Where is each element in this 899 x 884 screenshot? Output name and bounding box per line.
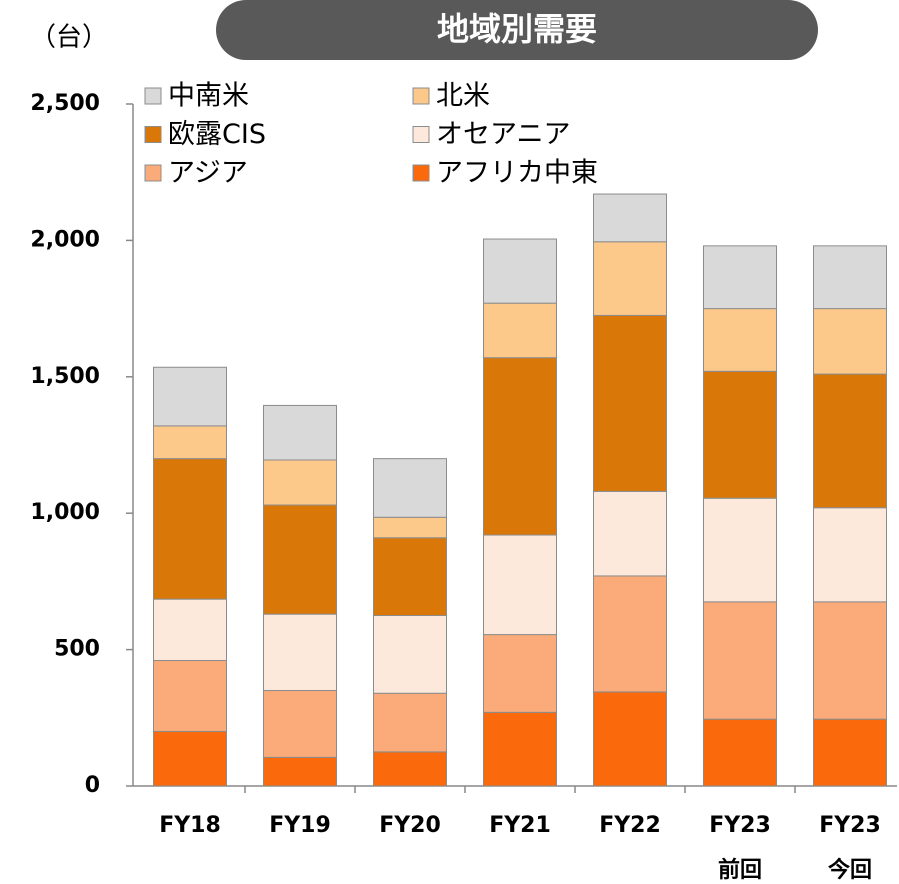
chart-title: 地域別需要 <box>437 10 597 48</box>
bar-segment <box>593 691 667 787</box>
bar-segment <box>373 516 447 539</box>
bar-segment <box>373 615 447 694</box>
bar-segment <box>263 459 337 506</box>
bar-segment <box>263 613 337 692</box>
bar-segment <box>703 308 777 372</box>
bar-segment <box>153 598 227 662</box>
bar-segment <box>593 241 667 316</box>
y-tick-label: 1,000 <box>30 500 100 525</box>
bar-segment <box>813 601 887 720</box>
bar-segment <box>813 507 887 603</box>
bar-segment <box>153 660 227 732</box>
legend-swatch <box>144 87 162 105</box>
bar-segment <box>703 601 777 720</box>
legend-swatch <box>412 87 430 105</box>
bar-segment <box>703 497 777 603</box>
y-tick-label: 2,500 <box>30 91 100 116</box>
bar-segment <box>483 302 557 359</box>
bar-segment <box>153 458 227 600</box>
bar-segment <box>483 238 557 304</box>
y-axis-unit: （台） <box>30 23 108 53</box>
legend-label: アフリカ中東 <box>436 158 598 189</box>
bar-segment <box>373 537 447 617</box>
bar-segment <box>813 308 887 375</box>
y-tick-label: 0 <box>85 773 100 798</box>
x-tick-label: FY22 <box>599 813 661 838</box>
bar-segment <box>593 314 667 492</box>
x-tick-label: FY20 <box>379 813 441 838</box>
bar-segment <box>813 245 887 310</box>
legend-label: 中南米 <box>168 81 249 112</box>
bar-segment <box>263 756 337 787</box>
bar-segment <box>703 718 777 787</box>
bar-segment <box>593 575 667 693</box>
x-tick-label: FY23 今回 <box>819 813 881 883</box>
legend-label: 欧露CIS <box>168 119 266 150</box>
x-tick-label: FY19 <box>269 813 331 838</box>
bar-segment <box>813 373 887 509</box>
legend-label: アジア <box>168 158 248 189</box>
legend-swatch <box>144 164 162 182</box>
bar-segment <box>703 245 777 310</box>
bar-segment <box>153 425 227 460</box>
bar-segment <box>813 718 887 787</box>
legend-label: オセアニア <box>436 119 570 150</box>
y-tick-label: 1,500 <box>30 364 100 389</box>
bar-segment <box>263 504 337 615</box>
bar-segment <box>593 193 667 243</box>
legend-label: 北米 <box>436 81 490 112</box>
bar-segment <box>153 366 227 427</box>
bar-segment <box>373 751 447 787</box>
legend-swatch <box>144 126 162 143</box>
y-tick-label: 500 <box>54 637 100 662</box>
x-tick-label: FY21 <box>489 813 551 838</box>
bar-segment <box>483 634 557 713</box>
bar-segment <box>373 692 447 753</box>
bar-segment <box>593 490 667 577</box>
bar-segment <box>153 730 227 787</box>
bar-segment <box>373 458 447 518</box>
legend-swatch <box>412 164 430 182</box>
bar-segment <box>263 690 337 758</box>
bar-segment <box>703 370 777 499</box>
title-pill <box>216 0 818 60</box>
x-tick-label: FY18 <box>159 813 221 838</box>
y-tick-label: 2,000 <box>30 227 100 252</box>
legend-swatch <box>412 126 430 143</box>
bar-segment <box>263 404 337 461</box>
x-tick-label: FY23 前回 <box>709 813 771 883</box>
bar-segment <box>483 357 557 536</box>
bar-segment <box>483 534 557 636</box>
bar-segment <box>483 711 557 787</box>
